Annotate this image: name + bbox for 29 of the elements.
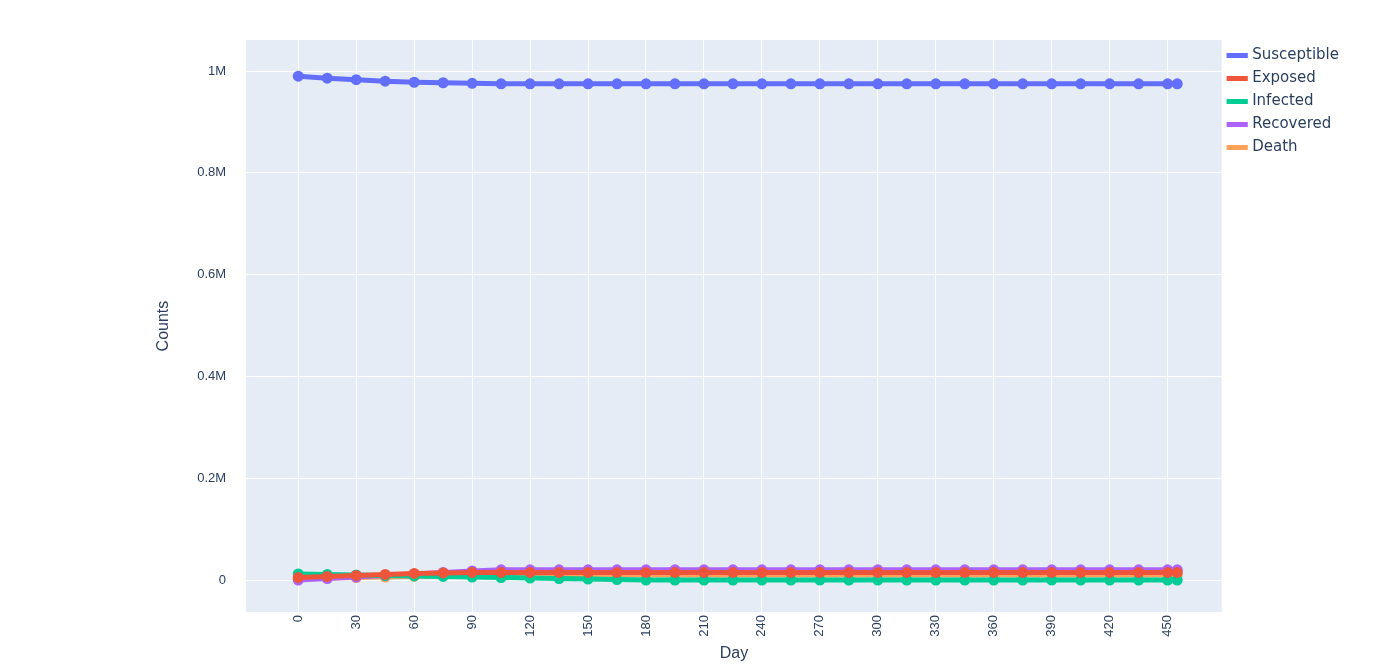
x-tick-label: 360	[985, 615, 1001, 637]
x-tick-label: 60	[405, 615, 421, 630]
y-axis-title: Counts	[154, 300, 172, 352]
legend-label: Infected	[1252, 91, 1314, 110]
y-tick-label: 0.6M	[197, 266, 227, 282]
legend-label: Susceptible	[1252, 45, 1340, 64]
legend-label: Exposed	[1252, 68, 1316, 87]
x-tick-label: 90	[463, 615, 479, 630]
x-tick-label: 180	[637, 615, 653, 637]
x-tick-label: 210	[695, 615, 711, 637]
x-tick-label: 0	[289, 615, 305, 623]
legend-label: Death	[1252, 137, 1298, 156]
x-tick-label: 120	[521, 615, 537, 637]
y-tick-label: 0	[218, 571, 227, 587]
x-axis-title: Day	[719, 643, 749, 661]
legend-label: Recovered	[1252, 114, 1332, 133]
y-tick-label: 0.4M	[197, 368, 227, 384]
y-tick-label: 0.2M	[197, 469, 227, 485]
x-tick-label: 330	[927, 615, 943, 637]
x-tick-label: 240	[753, 615, 769, 637]
y-tick-label: 1M	[208, 62, 227, 78]
x-tick-label: 150	[579, 615, 595, 637]
x-tick-label: 30	[347, 615, 363, 630]
x-tick-label: 300	[869, 615, 885, 637]
x-tick-label: 420	[1101, 615, 1117, 637]
x-tick-label: 270	[811, 615, 827, 637]
y-tick-label: 0.8M	[197, 164, 227, 180]
x-tick-label: 450	[1159, 615, 1175, 637]
x-tick-label: 390	[1043, 615, 1059, 637]
